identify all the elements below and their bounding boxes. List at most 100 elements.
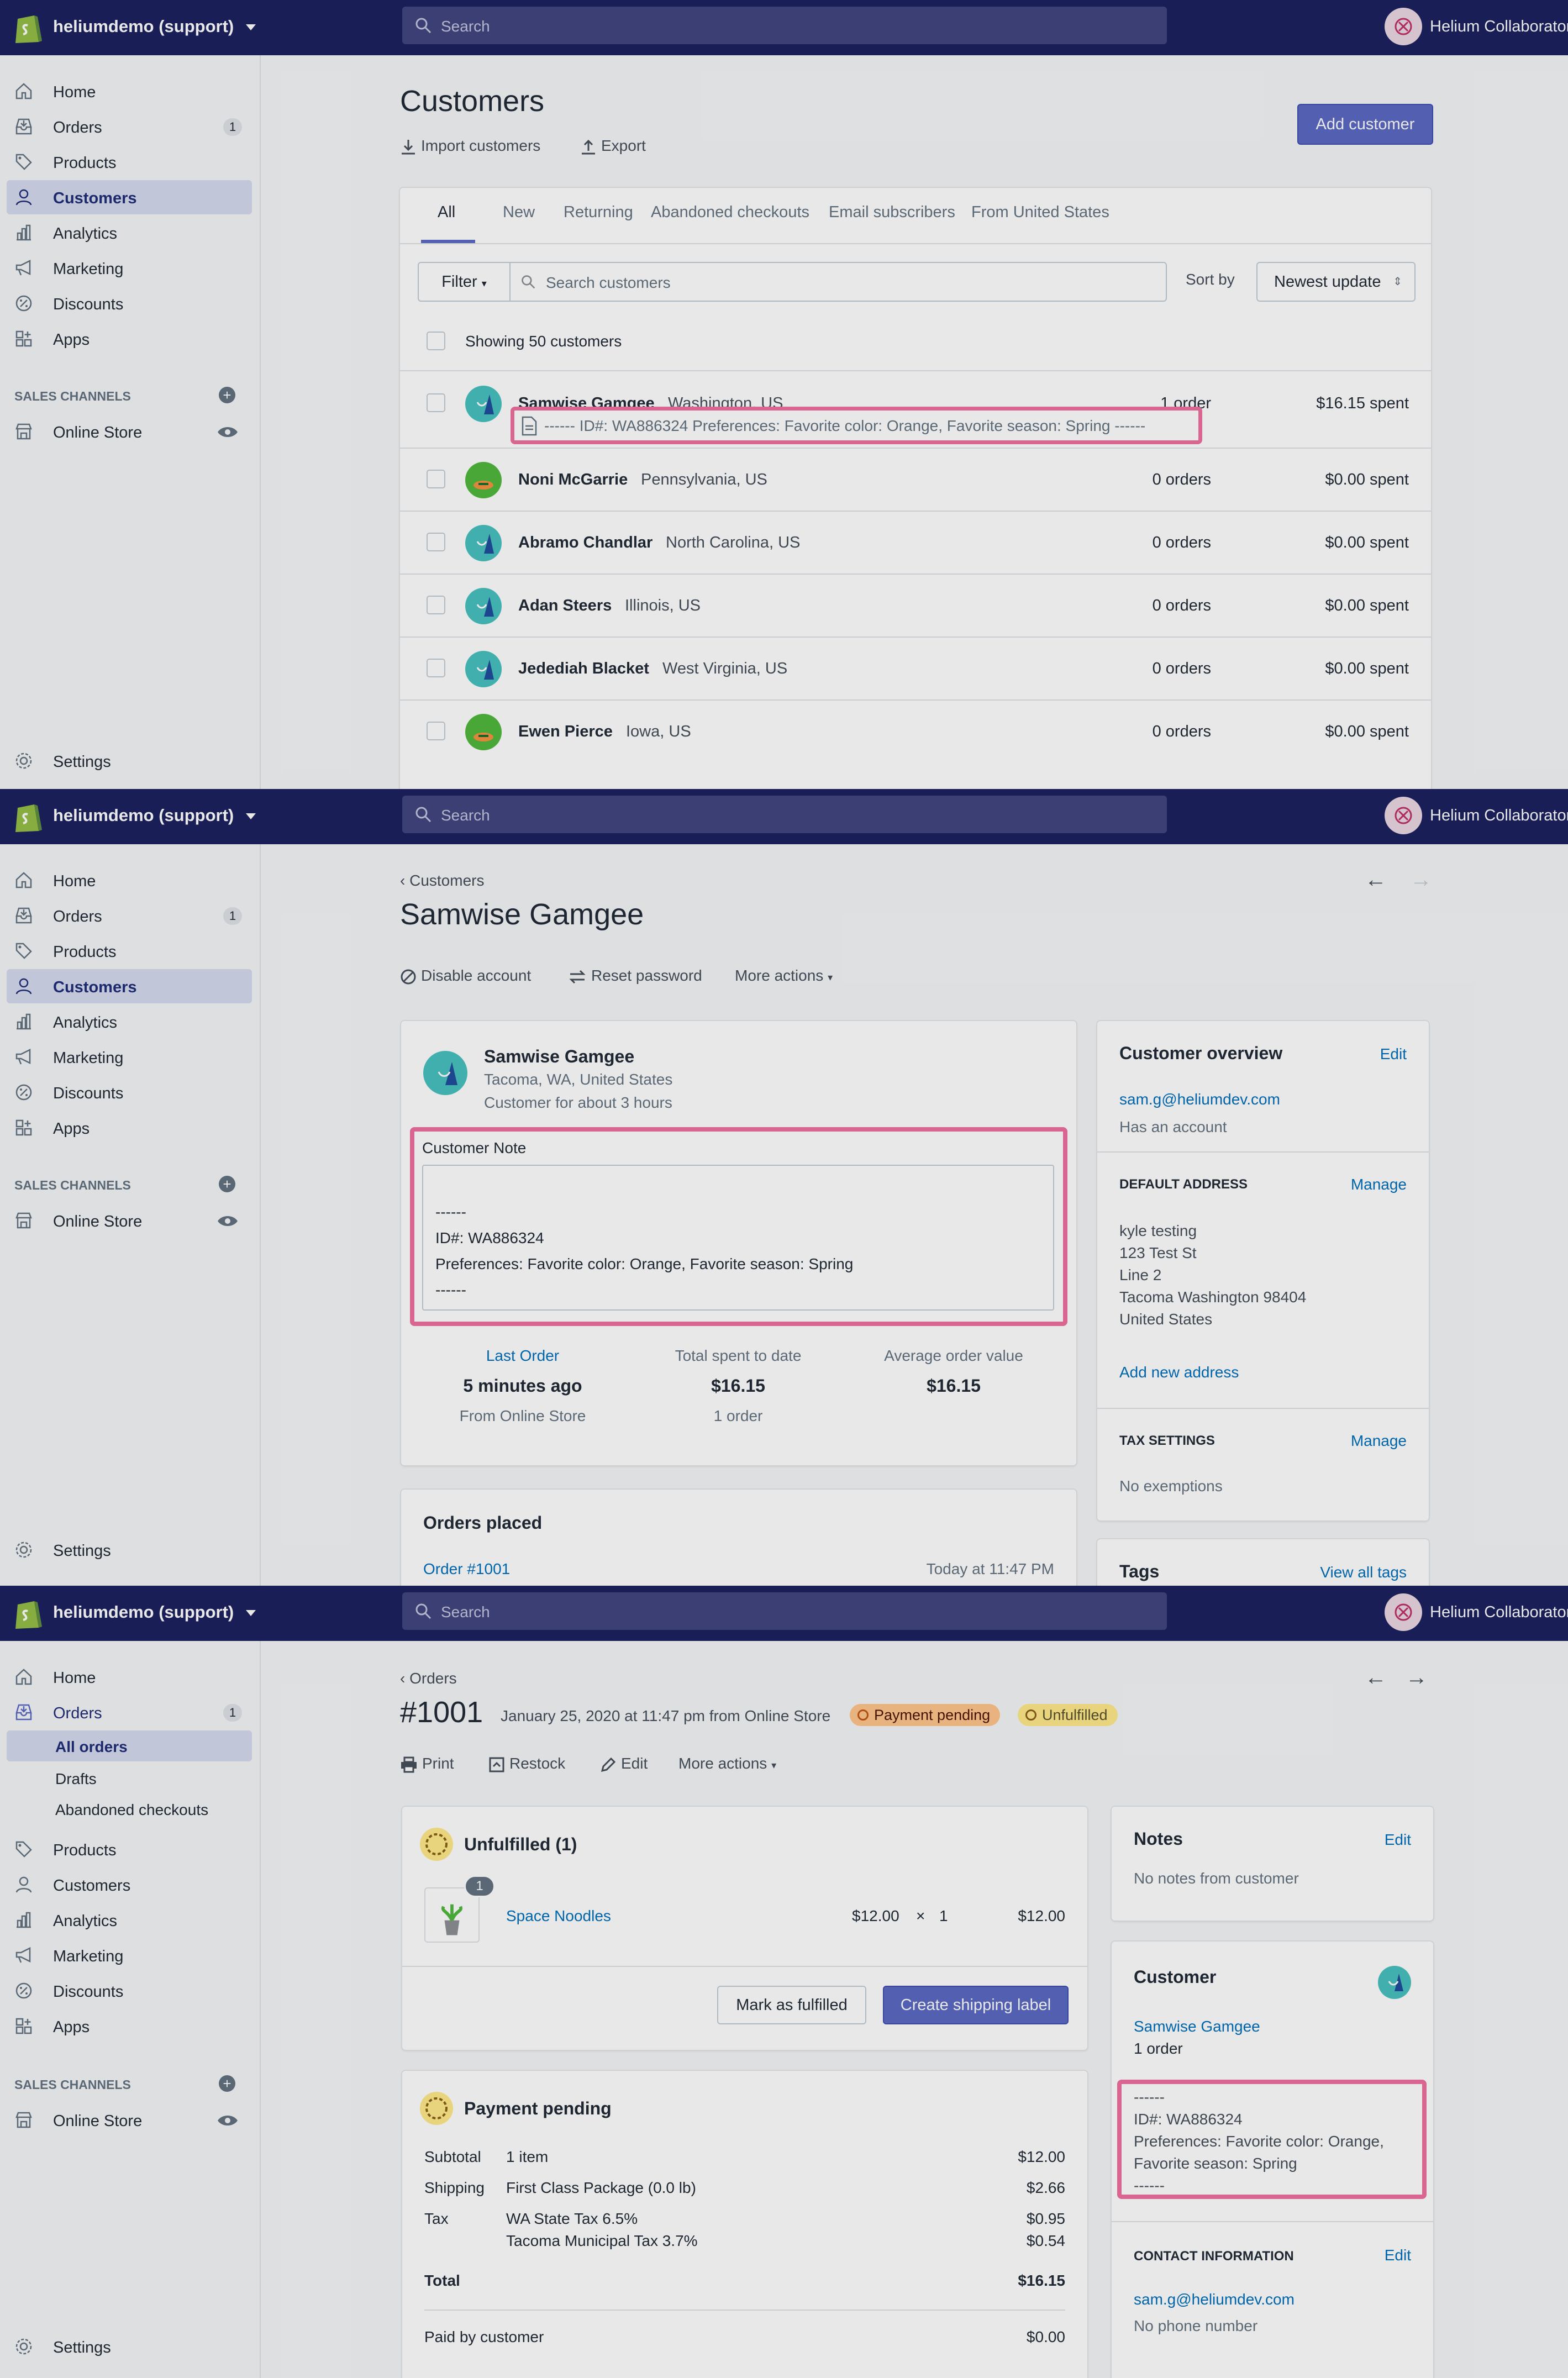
customer-name[interactable]: Noni McGarrie [518,471,628,488]
contact-email[interactable]: sam.g@heliumdev.com [1134,2291,1295,2308]
customer-row[interactable]: Jedediah Blacket West Virginia, US 0 order… [400,636,1431,699]
view-all-tags-link[interactable]: View all tags [1320,1564,1407,1581]
shopify-logo-icon[interactable] [12,799,43,834]
nav-marketing[interactable]: Marketing [7,1938,252,1972]
nav-drafts[interactable]: Drafts [7,1763,252,1793]
breadcrumb[interactable]: ‹ Orders [400,1670,457,1687]
nav-analytics[interactable]: Analytics [7,1004,252,1039]
nav-orders[interactable]: Orders 1 [7,1695,252,1729]
tab-from-united-states[interactable]: From United States [971,203,1109,221]
previous-arrow-icon[interactable]: ← [1365,867,1387,892]
add-customer-button[interactable]: Add customer [1297,104,1433,145]
product-link[interactable]: Space Noodles [506,1907,611,1924]
restock-button[interactable]: Restock [488,1755,565,1773]
tab-new[interactable]: New [503,203,535,221]
nav-settings[interactable]: Settings [7,2329,252,2364]
row-checkbox[interactable] [427,659,445,677]
nav-all-orders[interactable]: All orders [7,1730,252,1761]
add-sales-channel-icon[interactable]: + [219,2075,235,2092]
notes-edit-link[interactable]: Edit [1384,1831,1411,1848]
nav-customers[interactable]: Customers [7,180,252,214]
nav-settings[interactable]: Settings [7,1533,252,1567]
nav-discounts[interactable]: Discounts [7,1075,252,1109]
edit-order-button[interactable]: Edit [600,1755,648,1773]
user-menu[interactable]: Helium Collaborator [1385,797,1568,835]
tab-all[interactable]: All [438,203,456,221]
nav-abandoned-checkouts[interactable]: Abandoned checkouts [7,1793,252,1824]
customer-name-link[interactable]: Samwise Gamgee [1134,2018,1260,2035]
tab-abandoned-checkouts[interactable]: Abandoned checkouts [651,203,809,221]
breadcrumb[interactable]: ‹ Customers [400,872,484,890]
nav-orders[interactable]: Orders 1 [7,898,252,933]
nav-analytics[interactable]: Analytics [7,1903,252,1937]
nav-settings[interactable]: Settings [7,744,252,778]
shopify-logo-icon[interactable] [12,1596,43,1631]
nav-products[interactable]: Products [7,1832,252,1866]
customer-row[interactable]: Adan Steers Illinois, US 0 orders $0.00 spe… [400,574,1431,636]
eye-icon[interactable] [217,1214,239,1228]
customer-row[interactable]: Samwise Gamgee Washington, US 1 order $16.1… [400,370,1431,448]
customer-row[interactable]: Ewen Pierce Iowa, US 0 orders $0.00 spent [400,699,1431,762]
nav-discounts[interactable]: Discounts [7,286,252,320]
nav-discounts[interactable]: Discounts [7,1974,252,2008]
nav-customers[interactable]: Customers [7,969,252,1003]
create-shipping-label-button[interactable]: Create shipping label [883,1986,1069,2024]
tab-returning[interactable]: Returning [564,203,633,221]
row-checkbox[interactable] [427,596,445,614]
contact-edit-link[interactable]: Edit [1384,2247,1411,2264]
nav-customers[interactable]: Customers [7,1867,252,1902]
customer-row[interactable]: Abramo Chandlar North Carolina, US 0 order… [400,511,1431,574]
nav-marketing[interactable]: Marketing [7,251,252,285]
nav-home[interactable]: Home [7,863,252,897]
sort-select[interactable]: Newest update ⇕ [1256,262,1416,302]
nav-online-store[interactable]: Online Store [7,2103,252,2137]
stat-label[interactable]: Last Order [486,1347,560,1364]
more-actions-button[interactable]: More actions ▾ [678,1755,776,1772]
store-switcher[interactable]: heliumdemo (support) [53,806,256,825]
filter-button[interactable]: Filter ▾ [418,262,511,302]
nav-home[interactable]: Home [7,74,252,108]
customer-name[interactable]: Abramo Chandlar [518,534,653,551]
add-sales-channel-icon[interactable]: + [219,1176,235,1192]
select-all-checkbox[interactable] [427,332,445,350]
search-customers-input[interactable]: Search customers [509,262,1167,302]
previous-arrow-icon[interactable]: ← [1365,1665,1387,1690]
row-checkbox[interactable] [427,533,445,551]
customer-name[interactable]: Ewen Pierce [518,723,613,740]
tab-email-subscribers[interactable]: Email subscribers [829,203,955,221]
nav-products[interactable]: Products [7,934,252,968]
nav-marketing[interactable]: Marketing [7,1040,252,1074]
nav-orders[interactable]: Orders 1 [7,109,252,144]
nav-products[interactable]: Products [7,145,252,179]
customer-email[interactable]: sam.g@heliumdev.com [1119,1091,1280,1108]
store-switcher[interactable]: heliumdemo (support) [53,17,256,36]
nav-apps[interactable]: Apps [7,322,252,356]
shopify-logo-icon[interactable] [12,10,43,45]
nav-analytics[interactable]: Analytics [7,215,252,250]
eye-icon[interactable] [217,425,239,439]
eye-icon[interactable] [217,2114,239,2127]
mark-as-fulfilled-button[interactable]: Mark as fulfilled [717,1986,866,2024]
search-bar[interactable]: Search [402,7,1167,44]
order-link[interactable]: Order #1001 [423,1560,511,1577]
customer-name[interactable]: Jedediah Blacket [518,660,649,677]
print-button[interactable]: Print [400,1755,454,1773]
customer-note-textarea[interactable]: ------ ID#: WA886324 Preferences: Favorite… [422,1165,1054,1311]
next-arrow-icon[interactable]: → [1410,867,1432,892]
manage-address-link[interactable]: Manage [1350,1176,1407,1193]
nav-online-store[interactable]: Online Store [7,1203,252,1238]
next-arrow-icon[interactable]: → [1406,1665,1428,1690]
search-bar[interactable]: Search [402,1592,1167,1630]
export-button[interactable]: Export [580,137,646,155]
nav-apps[interactable]: Apps [7,2009,252,2043]
nav-apps[interactable]: Apps [7,1111,252,1145]
add-new-address-link[interactable]: Add new address [1119,1364,1239,1381]
customer-row[interactable]: Noni McGarrie Pennsylvania, US 0 orders $0.… [400,448,1431,511]
manage-tax-link[interactable]: Manage [1350,1432,1407,1449]
nav-online-store[interactable]: Online Store [7,414,252,449]
user-menu[interactable]: Helium Collaborator [1385,1593,1568,1632]
overview-edit-link[interactable]: Edit [1380,1045,1407,1062]
row-checkbox[interactable] [427,722,445,740]
customer-name[interactable]: Adan Steers [518,597,612,614]
reset-password-button[interactable]: Reset password [568,967,702,985]
